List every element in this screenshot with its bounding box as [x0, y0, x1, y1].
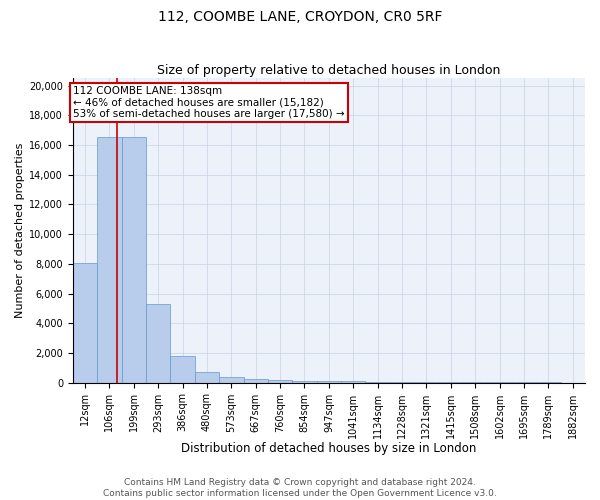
Text: Contains HM Land Registry data © Crown copyright and database right 2024.
Contai: Contains HM Land Registry data © Crown c…	[103, 478, 497, 498]
Bar	[146, 304, 170, 382]
Bar	[292, 380, 317, 382]
Text: 112, COOMBE LANE, CROYDON, CR0 5RF: 112, COOMBE LANE, CROYDON, CR0 5RF	[158, 10, 442, 24]
Title: Size of property relative to detached houses in London: Size of property relative to detached ho…	[157, 64, 500, 77]
Bar	[97, 137, 122, 382]
Bar	[268, 380, 292, 382]
Text: 112 COOMBE LANE: 138sqm
← 46% of detached houses are smaller (15,182)
53% of sem: 112 COOMBE LANE: 138sqm ← 46% of detache…	[73, 86, 344, 119]
X-axis label: Distribution of detached houses by size in London: Distribution of detached houses by size …	[181, 442, 476, 455]
Bar	[170, 356, 195, 382]
Bar	[195, 372, 219, 382]
Bar	[73, 263, 97, 382]
Bar	[317, 381, 341, 382]
Bar	[244, 379, 268, 382]
Y-axis label: Number of detached properties: Number of detached properties	[15, 142, 25, 318]
Bar	[219, 378, 244, 382]
Bar	[122, 137, 146, 382]
